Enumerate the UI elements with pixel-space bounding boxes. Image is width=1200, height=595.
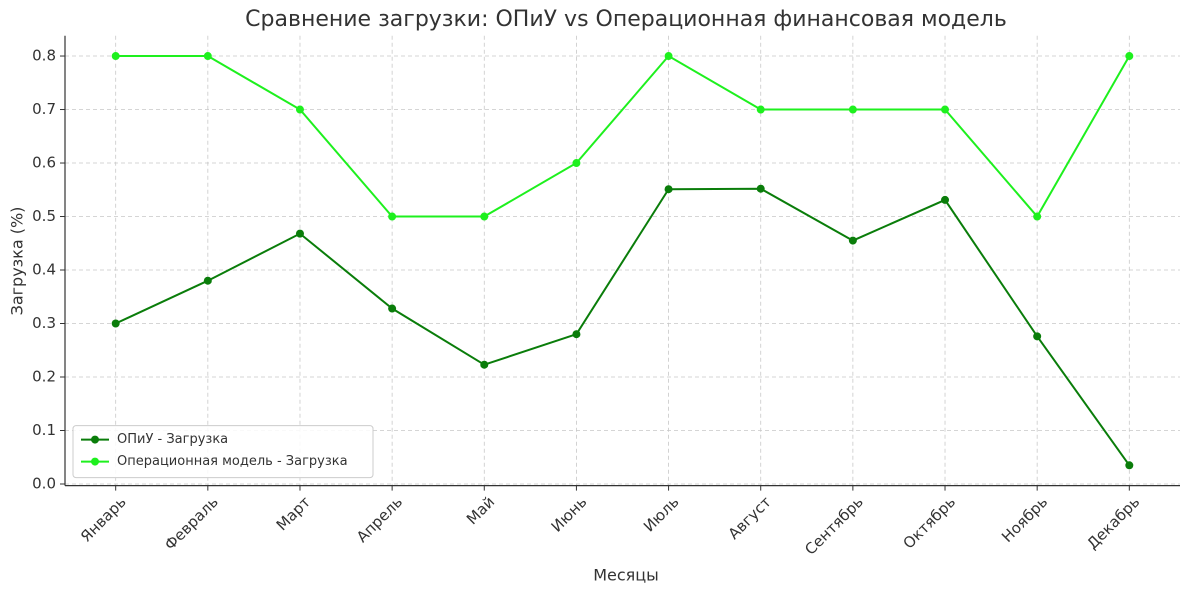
data-point [295,105,304,114]
data-point [480,360,489,369]
x-tick-label: Июнь [548,493,591,536]
data-point [388,212,397,221]
data-point [848,105,857,114]
data-point [572,330,581,339]
y-tick-label: 0.1 [32,421,56,439]
x-tick-label: Октябрь [899,493,959,553]
y-tick-label: 0.2 [32,368,56,386]
data-point [203,276,212,285]
data-point [756,184,765,193]
legend-label: ОПиУ - Загрузка [117,432,228,447]
x-tick-label: Март [273,493,314,534]
x-axis-label: Месяцы [593,566,659,585]
legend-label: Операционная модель - Загрузка [117,454,348,469]
x-tick-label: Апрель [353,493,406,546]
x-tick-label: Ноябрь [998,493,1051,546]
data-point [1033,212,1042,221]
x-tick-label: Сентябрь [801,493,867,559]
data-point [572,159,581,168]
series-line [115,54,1131,219]
y-tick-label: 0.3 [32,314,56,332]
data-point [848,236,857,245]
y-tick-label: 0.4 [32,261,56,279]
y-tick-label: 0.0 [32,474,56,492]
legend-marker [91,435,99,444]
series-line [115,187,1131,466]
data-point [664,52,673,61]
legend-box [72,425,374,479]
x-tick-label: Май [463,493,498,528]
y-axis-label: Загрузка (%) [8,207,27,316]
x-tick-label: Февраль [161,493,222,554]
x-tick-label: Август [725,493,775,543]
x-tick-label: Июль [640,493,683,536]
x-tick-label: Январь [77,493,130,546]
data-point [1033,332,1042,341]
data-point [111,319,120,328]
data-point [480,212,489,221]
y-tick-label: 0.5 [32,207,56,225]
legend-marker [91,457,99,466]
data-point [941,105,950,114]
legend: ОПиУ - Загрузка Операционная модель - Заг… [72,425,374,479]
data-point [664,185,673,194]
data-point [756,105,765,114]
chart-title: Сравнение загрузки: ОПиУ vs Операционная… [245,7,1007,32]
y-tick-label: 0.7 [32,100,56,118]
y-tick-label: 0.8 [32,47,56,65]
data-point [1125,52,1134,61]
data-point [1125,461,1134,470]
data-point [203,52,212,61]
data-point [295,229,304,238]
y-tick-label: 0.6 [32,154,56,172]
data-point [111,52,120,61]
data-point [388,304,397,313]
data-point [941,195,950,204]
x-tick-label: Декабрь [1083,493,1143,553]
